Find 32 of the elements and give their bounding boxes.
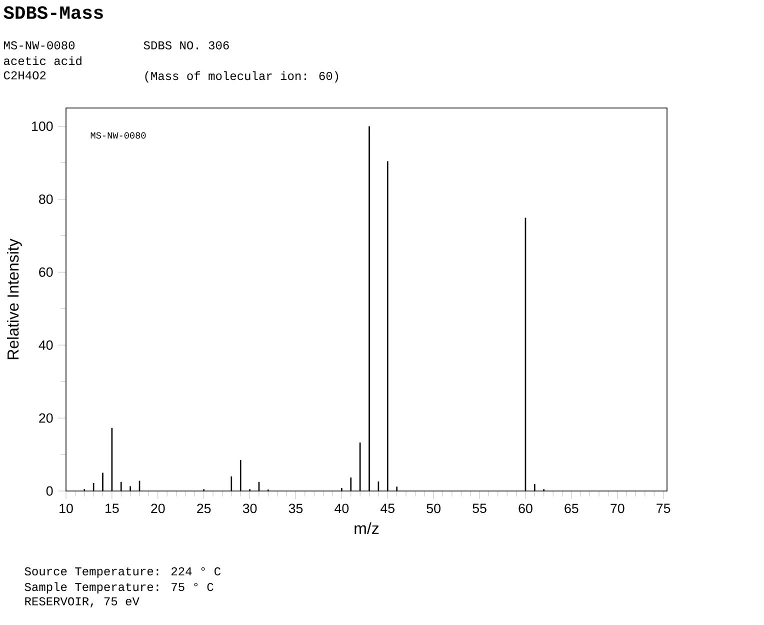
text: SDBS NO. 306 — [144, 41, 229, 50]
x-tick-label: 15 — [106, 504, 119, 514]
x-tick-label: 60 — [518, 504, 532, 514]
x-tick-label: 40 — [334, 504, 349, 514]
text: RESERVOIR, 75 eV — [25, 597, 140, 608]
x-tick-label: 65 — [564, 504, 578, 514]
y-tick-label: 20 — [39, 413, 53, 423]
source-note: Source Temperature: 224 ° C — [24, 567, 221, 578]
annotation: MS-NW-0080 — [90, 132, 146, 139]
chart-title: SDBS-Mass — [4, 6, 103, 19]
y-tick-label: 0 — [46, 486, 53, 496]
text: acetic acid — [4, 56, 82, 66]
x-tick-label: 35 — [288, 504, 303, 514]
x-tick-label: 20 — [151, 504, 165, 514]
y-tick-label: 100 — [32, 122, 53, 131]
x-tick-label: 70 — [610, 504, 624, 514]
y-tick-label: 40 — [38, 340, 53, 350]
x-tick-label: 55 — [472, 504, 486, 514]
x-tick-label: 45 — [380, 504, 394, 514]
y-axis-title: Relative Intensity — [6, 238, 22, 360]
y-tick-label: 80 — [39, 194, 53, 204]
x-tick-label: 10 — [60, 504, 73, 514]
y-tick-label: 60 — [39, 267, 53, 277]
x-tick-label: 25 — [197, 504, 211, 514]
text: C2H4O2 — [4, 71, 46, 80]
x-tick-label: 50 — [426, 504, 440, 514]
x-axis-title: m/z — [354, 522, 379, 534]
x-tick-label: 30 — [242, 504, 257, 514]
text: Sample Temperature: 75 ° C — [24, 582, 214, 594]
x-tick-label: 75 — [656, 504, 670, 514]
text: MS-NW-0080 — [4, 41, 75, 50]
text: (Mass of molecular ion: 60) — [145, 71, 338, 82]
